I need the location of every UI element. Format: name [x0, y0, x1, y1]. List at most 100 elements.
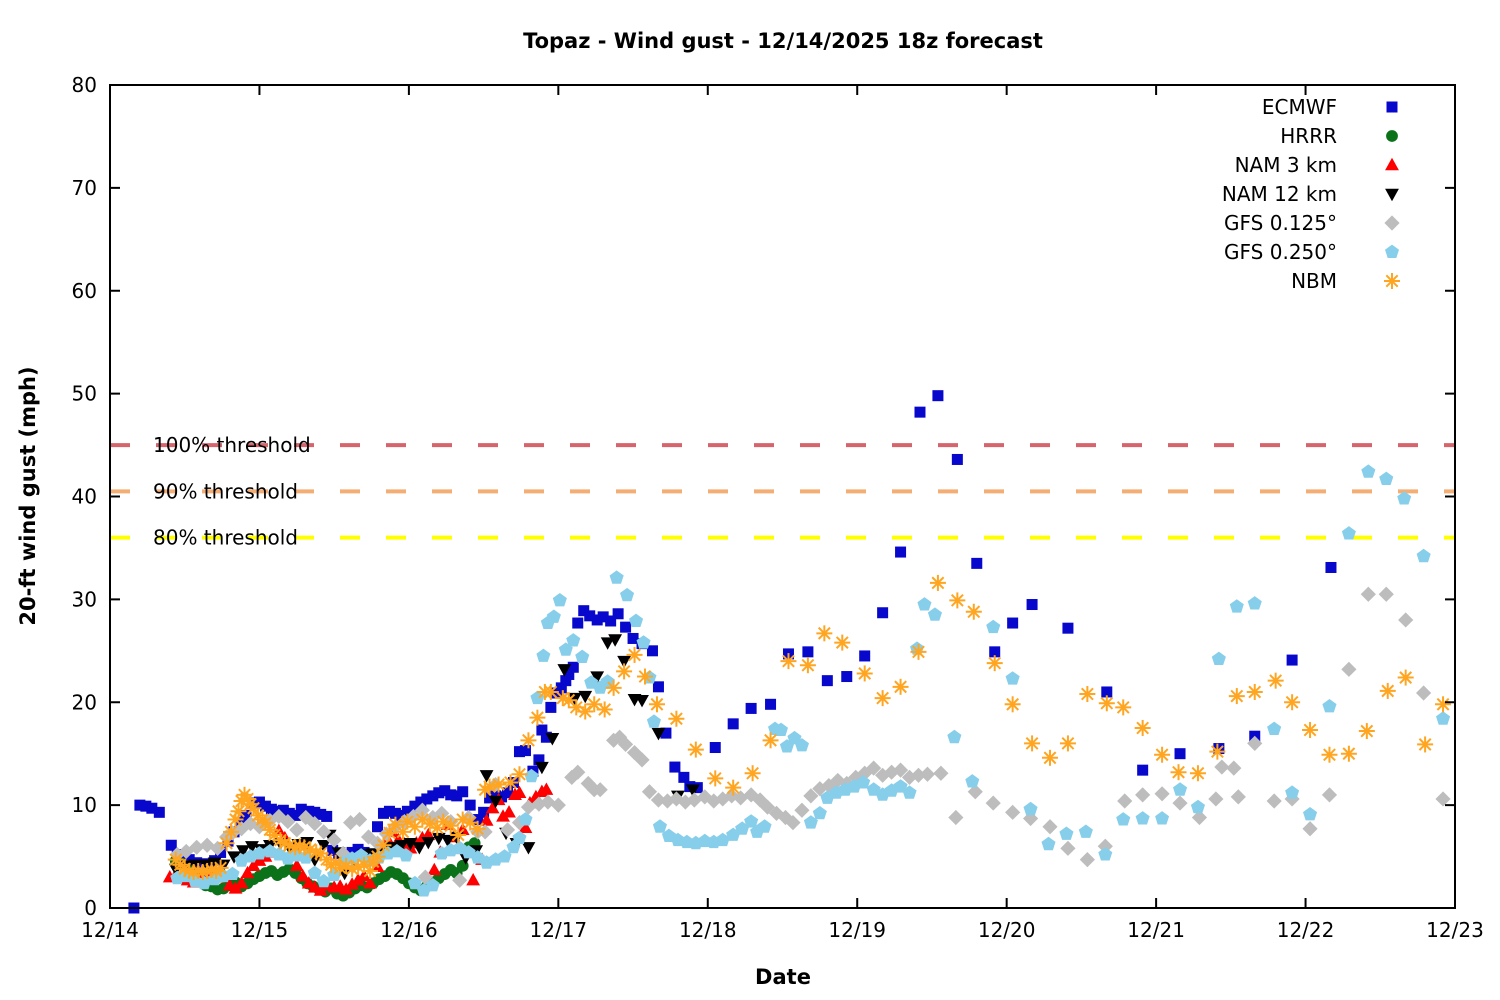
- data-point: [947, 729, 962, 744]
- data-point: [1137, 764, 1149, 776]
- data-point: [1397, 669, 1414, 686]
- data-point: [910, 643, 927, 660]
- data-point: [1435, 696, 1452, 713]
- data-point: [709, 742, 721, 754]
- data-point: [570, 764, 586, 780]
- data-point: [949, 592, 966, 609]
- data-point: [1007, 617, 1019, 629]
- data-point: [646, 645, 658, 657]
- data-point: [1378, 586, 1394, 602]
- data-point: [230, 803, 247, 820]
- data-point: [1321, 787, 1338, 803]
- data-point: [1226, 760, 1242, 776]
- data-point: [534, 761, 549, 775]
- data-point: [1004, 696, 1021, 713]
- legend-item-nam-12-km: NAM 12 km: [1222, 182, 1399, 206]
- data-point: [1190, 799, 1205, 814]
- legend-label: NAM 12 km: [1222, 182, 1337, 206]
- data-point: [933, 765, 949, 781]
- data-point: [309, 806, 321, 818]
- data-point: [466, 873, 481, 886]
- data-point: [469, 820, 486, 837]
- data-point: [560, 675, 572, 687]
- x-tick-label: 12/14: [81, 918, 139, 942]
- legend-item-nam-3-km: NAM 3 km: [1235, 153, 1399, 177]
- data-point: [557, 664, 572, 677]
- data-point: [450, 826, 467, 843]
- data-point: [536, 724, 548, 736]
- y-tick-label: 60: [72, 279, 97, 303]
- data-point: [298, 809, 314, 826]
- data-point: [1173, 782, 1188, 796]
- data-point: [816, 625, 833, 642]
- data-point: [965, 774, 980, 788]
- data-point: [223, 823, 240, 840]
- data-point: [564, 769, 580, 785]
- data-point: [496, 809, 510, 822]
- data-point: [914, 406, 926, 418]
- data-point: [821, 675, 833, 687]
- data-point: [762, 732, 779, 749]
- data-point: [540, 731, 552, 743]
- legend-label: ECMWF: [1262, 95, 1337, 119]
- data-point: [1079, 852, 1095, 868]
- x-tick-label: 12/18: [679, 918, 737, 942]
- data-point: [555, 682, 567, 694]
- data-point: [1341, 526, 1356, 540]
- data-point: [1060, 840, 1076, 856]
- legend-label: NBM: [1291, 269, 1337, 293]
- data-point: [1303, 807, 1318, 821]
- data-point: [433, 787, 445, 799]
- data-point: [552, 593, 567, 607]
- data-point: [1078, 824, 1093, 838]
- data-point: [295, 803, 307, 815]
- data-point: [1101, 686, 1113, 698]
- data-point: [635, 694, 649, 708]
- data-point: [641, 784, 658, 800]
- data-point: [572, 617, 584, 629]
- data-point: [421, 836, 436, 850]
- data-point: [1361, 464, 1376, 478]
- data-point: [927, 607, 942, 621]
- y-tick-label: 40: [72, 485, 97, 509]
- plot-border: [109, 84, 1456, 909]
- data-point: [464, 799, 476, 811]
- data-point: [529, 709, 546, 726]
- data-point: [519, 745, 531, 757]
- data-point: [765, 698, 777, 710]
- data-point: [381, 824, 398, 841]
- data-point: [253, 796, 265, 808]
- data-point: [629, 613, 644, 627]
- data-point: [1098, 847, 1113, 861]
- legend: ECMWF HRRR NAM 3 km NAM 12 km GFS 0.125° GFS …: [1222, 95, 1400, 293]
- y-tick-label: 20: [72, 690, 97, 714]
- data-point: [834, 634, 851, 651]
- data-point: [743, 787, 759, 803]
- data-point: [735, 821, 750, 835]
- legend-item-gfs-0-250: GFS 0.250°: [1224, 240, 1399, 264]
- data-point: [1042, 749, 1059, 766]
- data-point: [326, 832, 342, 848]
- x-tick-label: 12/17: [530, 918, 588, 942]
- data-point: [965, 603, 982, 620]
- data-point: [948, 809, 964, 826]
- data-point: [812, 781, 828, 797]
- data-point: [650, 792, 667, 808]
- data-point: [1358, 723, 1375, 740]
- data-point: [707, 770, 724, 787]
- data-point: [857, 765, 873, 781]
- data-point: [1174, 748, 1186, 760]
- data-point: [646, 714, 661, 728]
- data-point: [1341, 661, 1357, 677]
- data-point: [1285, 785, 1300, 799]
- data-point: [616, 663, 633, 680]
- data-point: [678, 771, 690, 783]
- series-nbm: [167, 574, 1452, 880]
- data-point: [652, 819, 667, 833]
- data-point: [303, 805, 315, 817]
- y-axis-label: 20-ft wind gust (mph): [16, 366, 40, 626]
- x-tick-label: 12/19: [828, 918, 886, 942]
- x-tick-label: 12/20: [978, 918, 1036, 942]
- data-point: [434, 805, 450, 821]
